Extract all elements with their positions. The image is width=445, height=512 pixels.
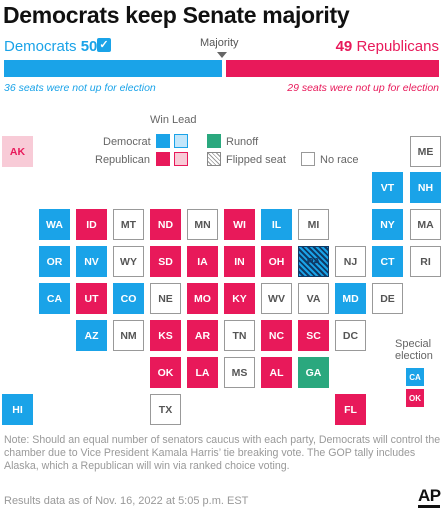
state-tile-nc: NC — [261, 320, 292, 351]
state-tile-sc: SC — [298, 320, 329, 351]
state-tile-wa: WA — [39, 209, 70, 240]
state-tile-de: DE — [372, 283, 403, 314]
state-tile-ri: RI — [410, 246, 441, 277]
dem-seats: 50 — [80, 38, 98, 55]
rep-name: Republicans — [356, 38, 439, 55]
majority-label: Majority — [200, 37, 239, 49]
legend-runoff-label: Runoff — [226, 136, 259, 148]
special-label-line2: election — [395, 350, 433, 362]
state-tile-ks: KS — [150, 320, 181, 351]
state-tile-mo: MO — [187, 283, 218, 314]
special-tile-ca: CA — [406, 368, 424, 386]
legend-header: Win Lead — [150, 114, 197, 126]
legend-flipped-label: Flipped seat — [226, 154, 286, 166]
state-tile-sd: SD — [150, 246, 181, 277]
dem-name: Democrats — [4, 38, 77, 55]
state-tile-fl: FL — [335, 394, 366, 425]
state-tile-ms: MS — [224, 357, 255, 388]
state-tile-id: ID — [76, 209, 107, 240]
state-tile-hi: HI — [2, 394, 33, 425]
legend-no-race-swatch — [301, 152, 315, 166]
state-tile-la: LA — [187, 357, 218, 388]
as-of-timestamp: Results data as of Nov. 16, 2022 at 5:05… — [4, 495, 249, 507]
state-tile-ca: CA — [39, 283, 70, 314]
state-tile-mn: MN — [187, 209, 218, 240]
majority-marker-icon — [217, 52, 227, 58]
state-tile-ne: NE — [150, 283, 181, 314]
special-tile-ok: OK — [406, 389, 424, 407]
legend-rep-lead-swatch — [174, 152, 188, 166]
special-election-label: Special election — [395, 338, 433, 362]
state-tile-nm: NM — [113, 320, 144, 351]
state-tile-wi: WI — [224, 209, 255, 240]
state-tile-nd: ND — [150, 209, 181, 240]
legend-flipped-swatch — [207, 152, 221, 166]
check-icon: ✓ — [97, 38, 111, 52]
state-tile-wy: WY — [113, 246, 144, 277]
state-tile-ky: KY — [224, 283, 255, 314]
chart-title: Democrats keep Senate majority — [3, 2, 350, 28]
dem-seat-bar — [4, 60, 222, 77]
state-tile-vt: VT — [372, 172, 403, 203]
state-tile-nj: NJ — [335, 246, 366, 277]
state-tile-al: AL — [261, 357, 292, 388]
legend-rep-win-swatch — [156, 152, 170, 166]
state-tile-nh: NH — [410, 172, 441, 203]
rep-not-up-note: 29 seats were not up for election — [287, 82, 439, 94]
dem-summary: Democrats 50 — [4, 38, 97, 55]
rep-seats: 49 — [335, 38, 353, 55]
state-tile-ak: AK — [2, 136, 33, 167]
state-tile-ga: GA — [298, 357, 329, 388]
legend-dem-lead-swatch — [174, 134, 188, 148]
dem-not-up-note: 36 seats were not up for election — [4, 82, 156, 94]
state-tile-il: IL — [261, 209, 292, 240]
special-label-line1: Special — [395, 338, 432, 350]
state-tile-az: AZ — [76, 320, 107, 351]
state-tile-ut: UT — [76, 283, 107, 314]
footnote: Note: Should an equal number of senators… — [4, 434, 441, 472]
state-tile-in: IN — [224, 246, 255, 277]
ap-logo: AP — [418, 486, 441, 505]
legend-democrat-label: Democrat — [103, 136, 151, 148]
state-tile-dc: DC — [335, 320, 366, 351]
legend-dem-win-swatch — [156, 134, 170, 148]
state-tile-wv: WV — [261, 283, 292, 314]
legend-runoff-swatch — [207, 134, 221, 148]
legend-no-race-label: No race — [320, 154, 359, 166]
legend-republican-label: Republican — [95, 154, 151, 166]
state-tile-va: VA — [298, 283, 329, 314]
state-tile-ok: OK — [150, 357, 181, 388]
rep-summary: 49 Republicans — [336, 38, 439, 55]
state-tile-ia: IA — [187, 246, 218, 277]
state-tile-ny: NY — [372, 209, 403, 240]
state-tile-or: OR — [39, 246, 70, 277]
rep-seat-bar — [226, 60, 439, 77]
ap-logo-underline — [418, 505, 440, 508]
state-tile-mt: MT — [113, 209, 144, 240]
state-tile-me: ME — [410, 136, 441, 167]
state-tile-mi: MI — [298, 209, 329, 240]
state-tile-tn: TN — [224, 320, 255, 351]
state-tile-co: CO — [113, 283, 144, 314]
state-tile-oh: OH — [261, 246, 292, 277]
state-tile-md: MD — [335, 283, 366, 314]
state-tile-ct: CT — [372, 246, 403, 277]
state-tile-tx: TX — [150, 394, 181, 425]
state-tile-ma: MA — [410, 209, 441, 240]
state-tile-pa: PA — [298, 246, 329, 277]
state-tile-nv: NV — [76, 246, 107, 277]
state-tile-ar: AR — [187, 320, 218, 351]
